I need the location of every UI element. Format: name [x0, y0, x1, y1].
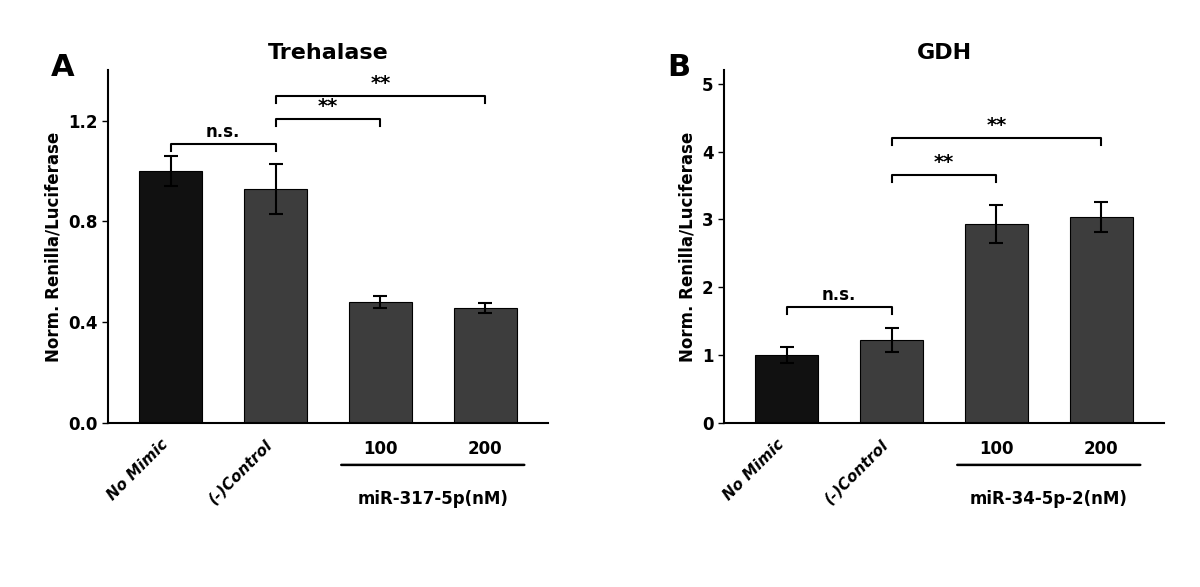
Text: A: A [50, 53, 74, 82]
Text: (-)Control: (-)Control [822, 437, 892, 507]
Bar [454, 308, 516, 423]
Text: 200: 200 [468, 440, 503, 458]
Bar [1069, 217, 1133, 423]
Y-axis label: Norm. Renilla/Luciferase: Norm. Renilla/Luciferase [44, 131, 62, 362]
Title: GDH: GDH [917, 43, 972, 63]
Text: 100: 100 [979, 440, 1014, 458]
Bar [860, 340, 923, 423]
Title: Trehalase: Trehalase [268, 43, 389, 63]
Text: n.s.: n.s. [206, 123, 240, 141]
Bar [965, 224, 1028, 423]
Text: n.s.: n.s. [822, 286, 857, 305]
Text: **: ** [986, 116, 1007, 135]
Y-axis label: Norm. Renilla/Luciferase: Norm. Renilla/Luciferase [678, 131, 696, 362]
Text: **: ** [371, 75, 390, 93]
Bar [244, 188, 307, 423]
Bar [756, 355, 818, 423]
Text: **: ** [318, 97, 338, 116]
Text: No Mimic: No Mimic [104, 437, 170, 503]
Text: miR-34-5p-2(nM): miR-34-5p-2(nM) [970, 490, 1128, 508]
Text: B: B [667, 53, 690, 82]
Text: No Mimic: No Mimic [720, 437, 787, 503]
Bar [139, 171, 203, 423]
Text: miR-317-5p(nM): miR-317-5p(nM) [358, 490, 508, 508]
Text: (-)Control: (-)Control [206, 437, 276, 507]
Text: **: ** [934, 153, 954, 173]
Text: 200: 200 [1084, 440, 1118, 458]
Bar [349, 302, 412, 423]
Text: 100: 100 [364, 440, 397, 458]
